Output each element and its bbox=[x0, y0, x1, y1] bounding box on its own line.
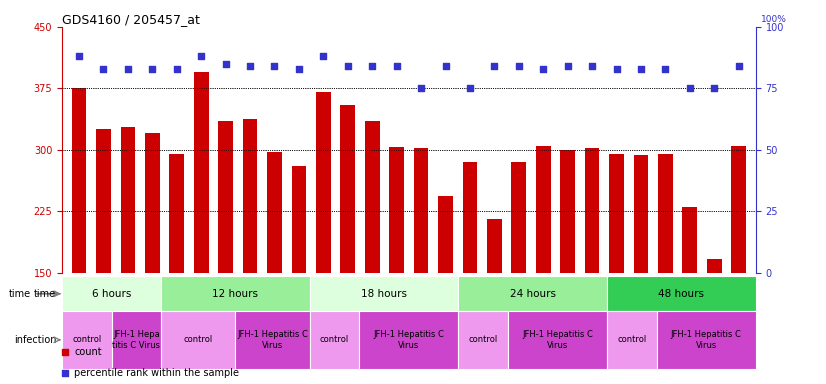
Bar bbox=[96, 129, 111, 273]
Point bbox=[341, 63, 354, 69]
Point bbox=[121, 66, 135, 72]
Bar bbox=[112, 311, 161, 369]
Bar bbox=[536, 146, 551, 273]
Text: count: count bbox=[74, 347, 102, 358]
Bar bbox=[161, 276, 310, 311]
Bar bbox=[316, 93, 330, 273]
Bar bbox=[169, 154, 184, 273]
Text: infection: infection bbox=[14, 335, 56, 345]
Point bbox=[316, 53, 330, 60]
Text: 18 hours: 18 hours bbox=[361, 289, 407, 299]
Point bbox=[683, 85, 696, 91]
Point bbox=[366, 63, 379, 69]
Bar bbox=[161, 311, 235, 369]
Bar bbox=[610, 154, 624, 273]
Bar bbox=[121, 127, 135, 273]
Bar bbox=[634, 156, 648, 273]
Bar bbox=[389, 147, 404, 273]
Point bbox=[97, 66, 110, 72]
Point bbox=[73, 53, 86, 60]
Bar bbox=[585, 148, 600, 273]
Bar bbox=[62, 311, 112, 369]
Text: JFH-1 Hepatitis C
Virus: JFH-1 Hepatitis C Virus bbox=[373, 330, 444, 349]
Bar bbox=[658, 154, 672, 273]
Bar bbox=[508, 311, 607, 369]
Text: time: time bbox=[34, 289, 56, 299]
Bar bbox=[243, 119, 258, 273]
Text: control: control bbox=[468, 335, 498, 344]
Bar bbox=[487, 219, 501, 273]
Point bbox=[610, 66, 623, 72]
Point bbox=[732, 63, 745, 69]
Point bbox=[561, 63, 574, 69]
Text: 6 hours: 6 hours bbox=[92, 289, 131, 299]
Text: control: control bbox=[320, 335, 349, 344]
Text: 100%: 100% bbox=[762, 15, 787, 24]
Bar bbox=[414, 148, 429, 273]
Point bbox=[434, 72, 447, 78]
Text: time: time bbox=[9, 289, 57, 299]
Text: JFH-1 Hepa
titis C Virus: JFH-1 Hepa titis C Virus bbox=[112, 330, 160, 349]
Text: 48 hours: 48 hours bbox=[658, 289, 705, 299]
Point bbox=[659, 66, 672, 72]
Text: control: control bbox=[617, 335, 647, 344]
Bar bbox=[365, 121, 380, 273]
Bar bbox=[194, 72, 208, 273]
Text: JFH-1 Hepatitis C
Virus: JFH-1 Hepatitis C Virus bbox=[671, 330, 742, 349]
Text: percentile rank within the sample: percentile rank within the sample bbox=[74, 368, 240, 379]
Point bbox=[244, 63, 257, 69]
Bar bbox=[340, 105, 355, 273]
Point bbox=[708, 85, 721, 91]
Text: 12 hours: 12 hours bbox=[212, 289, 259, 299]
Bar bbox=[511, 162, 526, 273]
Bar bbox=[359, 311, 458, 369]
Bar bbox=[657, 311, 756, 369]
Bar bbox=[731, 146, 746, 273]
Point bbox=[170, 66, 183, 72]
Text: control: control bbox=[72, 335, 102, 344]
Point bbox=[268, 63, 281, 69]
Point bbox=[390, 63, 403, 69]
Point bbox=[512, 63, 525, 69]
Text: JFH-1 Hepatitis C
Virus: JFH-1 Hepatitis C Virus bbox=[237, 330, 308, 349]
Bar bbox=[310, 276, 458, 311]
Bar bbox=[458, 276, 607, 311]
Point bbox=[434, 264, 447, 270]
Bar bbox=[292, 166, 306, 273]
Text: control: control bbox=[183, 335, 213, 344]
Point bbox=[586, 63, 599, 69]
Bar bbox=[607, 311, 657, 369]
Bar bbox=[62, 276, 161, 311]
Bar bbox=[72, 88, 87, 273]
Bar bbox=[218, 121, 233, 273]
Point bbox=[439, 63, 452, 69]
Bar bbox=[310, 311, 359, 369]
Point bbox=[463, 85, 477, 91]
Point bbox=[292, 66, 306, 72]
Bar bbox=[682, 207, 697, 273]
Bar bbox=[145, 133, 159, 273]
Point bbox=[537, 66, 550, 72]
Bar bbox=[438, 197, 453, 273]
Bar bbox=[560, 150, 575, 273]
Text: JFH-1 Hepatitis C
Virus: JFH-1 Hepatitis C Virus bbox=[522, 330, 593, 349]
Point bbox=[488, 63, 501, 69]
Point bbox=[145, 66, 159, 72]
Point bbox=[415, 85, 428, 91]
Bar bbox=[458, 311, 508, 369]
Point bbox=[219, 61, 232, 67]
Bar bbox=[707, 259, 722, 273]
Text: GDS4160 / 205457_at: GDS4160 / 205457_at bbox=[62, 13, 200, 26]
Point bbox=[195, 53, 208, 60]
Bar bbox=[607, 276, 756, 311]
Point bbox=[634, 66, 648, 72]
Bar bbox=[463, 162, 477, 273]
Bar bbox=[267, 152, 282, 273]
Bar bbox=[235, 311, 310, 369]
Text: 24 hours: 24 hours bbox=[510, 289, 556, 299]
